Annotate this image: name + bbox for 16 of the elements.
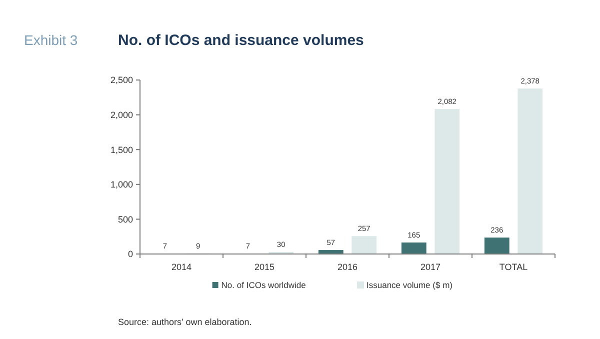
y-tick-label: 2,000 <box>110 110 133 120</box>
legend-label: Issuance volume ($ m) <box>366 280 453 290</box>
x-tick-label: TOTAL <box>499 262 528 272</box>
x-tick-label: 2016 <box>337 262 358 272</box>
x-tick-label: 2014 <box>171 262 192 272</box>
y-tick-label: 500 <box>118 214 133 224</box>
chart-title: No. of ICOs and issuance volumes <box>118 32 364 49</box>
x-tick-label: 2015 <box>254 262 275 272</box>
y-tick-label: 1,500 <box>110 144 133 155</box>
y-tick-label: 0 <box>128 249 133 260</box>
source-note: Source: authors' own elaboration. <box>118 317 252 327</box>
x-tick-label: 2017 <box>420 262 441 272</box>
y-tick-label: 2,500 <box>110 75 133 86</box>
y-tick-label: 1,000 <box>110 180 133 190</box>
legend-label: No. of ICOs worldwide <box>221 280 306 290</box>
chart-subtitle: Exhibit 3 <box>24 32 78 48</box>
